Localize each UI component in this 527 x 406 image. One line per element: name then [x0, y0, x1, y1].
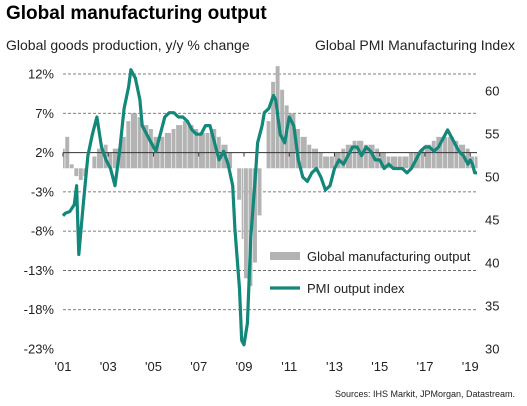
bar [266, 121, 271, 169]
right-tick-label: 60 [485, 84, 499, 99]
bar [352, 140, 357, 169]
left-tick-label: 7% [35, 106, 54, 121]
bar [187, 125, 194, 169]
left-tick-label: 2% [35, 145, 54, 160]
right-axis-ticks: 60 55 50 45 40 35 30 [485, 84, 499, 357]
bar [96, 148, 104, 169]
bar [182, 121, 187, 169]
bar [243, 168, 248, 279]
bar [386, 156, 391, 169]
grid-lines [63, 73, 477, 311]
bar [271, 81, 276, 169]
bar [228, 152, 233, 169]
legend-line-label: PMI output index [307, 281, 405, 296]
bar [454, 140, 459, 169]
bar [126, 121, 131, 169]
bar [63, 148, 65, 169]
bar [311, 148, 319, 169]
bar [363, 144, 368, 169]
x-axis-ticks: '01 '03 '05 '07 '09 '11 '13 '15 '17 '19 [55, 152, 479, 374]
right-tick-label: 55 [485, 127, 499, 142]
bar [176, 125, 183, 169]
right-tick-label: 45 [485, 213, 499, 228]
x-tick-label: '07 [190, 359, 207, 374]
bar [465, 148, 470, 169]
bar [92, 156, 97, 169]
x-tick-label: '05 [145, 359, 162, 374]
bar [210, 129, 217, 169]
bar [237, 168, 242, 200]
legend-bar-label: Global manufacturing output [307, 249, 471, 264]
bar [402, 156, 409, 169]
left-tick-label: -23% [24, 342, 55, 357]
x-tick-label: '17 [416, 359, 433, 374]
pmi-line [61, 68, 477, 347]
left-tick-label: -18% [24, 302, 55, 317]
bar [474, 156, 478, 169]
bar [108, 152, 113, 169]
x-tick-label: '13 [326, 359, 343, 374]
bar [420, 148, 425, 169]
bar [112, 148, 119, 169]
bar [164, 132, 171, 169]
bar [341, 148, 346, 169]
bar [329, 156, 334, 169]
legend: Global manufacturing output PMI output i… [270, 249, 471, 296]
left-axis-ticks: 12% 7% 2% -3% -8% -13% -18% -23% [24, 67, 55, 357]
bar [171, 129, 176, 169]
bar [148, 129, 153, 169]
bar [323, 156, 330, 169]
bar [307, 144, 312, 169]
bar [280, 89, 285, 169]
bar [241, 168, 244, 239]
bar [458, 144, 466, 169]
bar [289, 113, 296, 169]
bar [409, 152, 414, 169]
right-tick-label: 50 [485, 170, 499, 185]
left-tick-label: 12% [28, 67, 54, 82]
bar [257, 168, 262, 216]
x-tick-label: '19 [462, 359, 479, 374]
bar [424, 144, 432, 169]
left-tick-label: -13% [24, 263, 55, 278]
x-tick-label: '03 [100, 359, 117, 374]
x-tick-label: '11 [281, 359, 297, 374]
bar [74, 168, 79, 177]
bar [205, 132, 210, 169]
right-tick-label: 40 [485, 256, 499, 271]
bar [379, 152, 386, 169]
left-axis-label: Global goods production, y/y % change [6, 37, 250, 53]
chart-title: Global manufacturing output [6, 3, 267, 24]
source-note: Sources: IHS Markit, JPMorgan, Datastrea… [334, 389, 515, 399]
legend-bar-swatch [270, 252, 300, 260]
x-tick-label: '01 [55, 359, 72, 374]
bar [130, 113, 138, 169]
right-axis-label: Global PMI Manufacturing Index [315, 37, 515, 53]
bar [397, 156, 402, 169]
bar [198, 132, 205, 169]
left-tick-label: -8% [31, 224, 55, 239]
bar [253, 168, 257, 263]
bar [391, 156, 398, 169]
bar [431, 140, 436, 169]
right-tick-label: 30 [485, 342, 499, 357]
bar [78, 168, 83, 181]
bar [142, 125, 149, 169]
bar [318, 152, 323, 169]
bar [368, 144, 375, 169]
right-tick-label: 35 [485, 299, 499, 314]
bar [137, 117, 142, 169]
left-tick-label: -3% [31, 184, 55, 199]
x-tick-label: '09 [236, 359, 253, 374]
bar [194, 129, 199, 169]
x-tick-label: '15 [371, 359, 388, 374]
bar [69, 164, 74, 169]
